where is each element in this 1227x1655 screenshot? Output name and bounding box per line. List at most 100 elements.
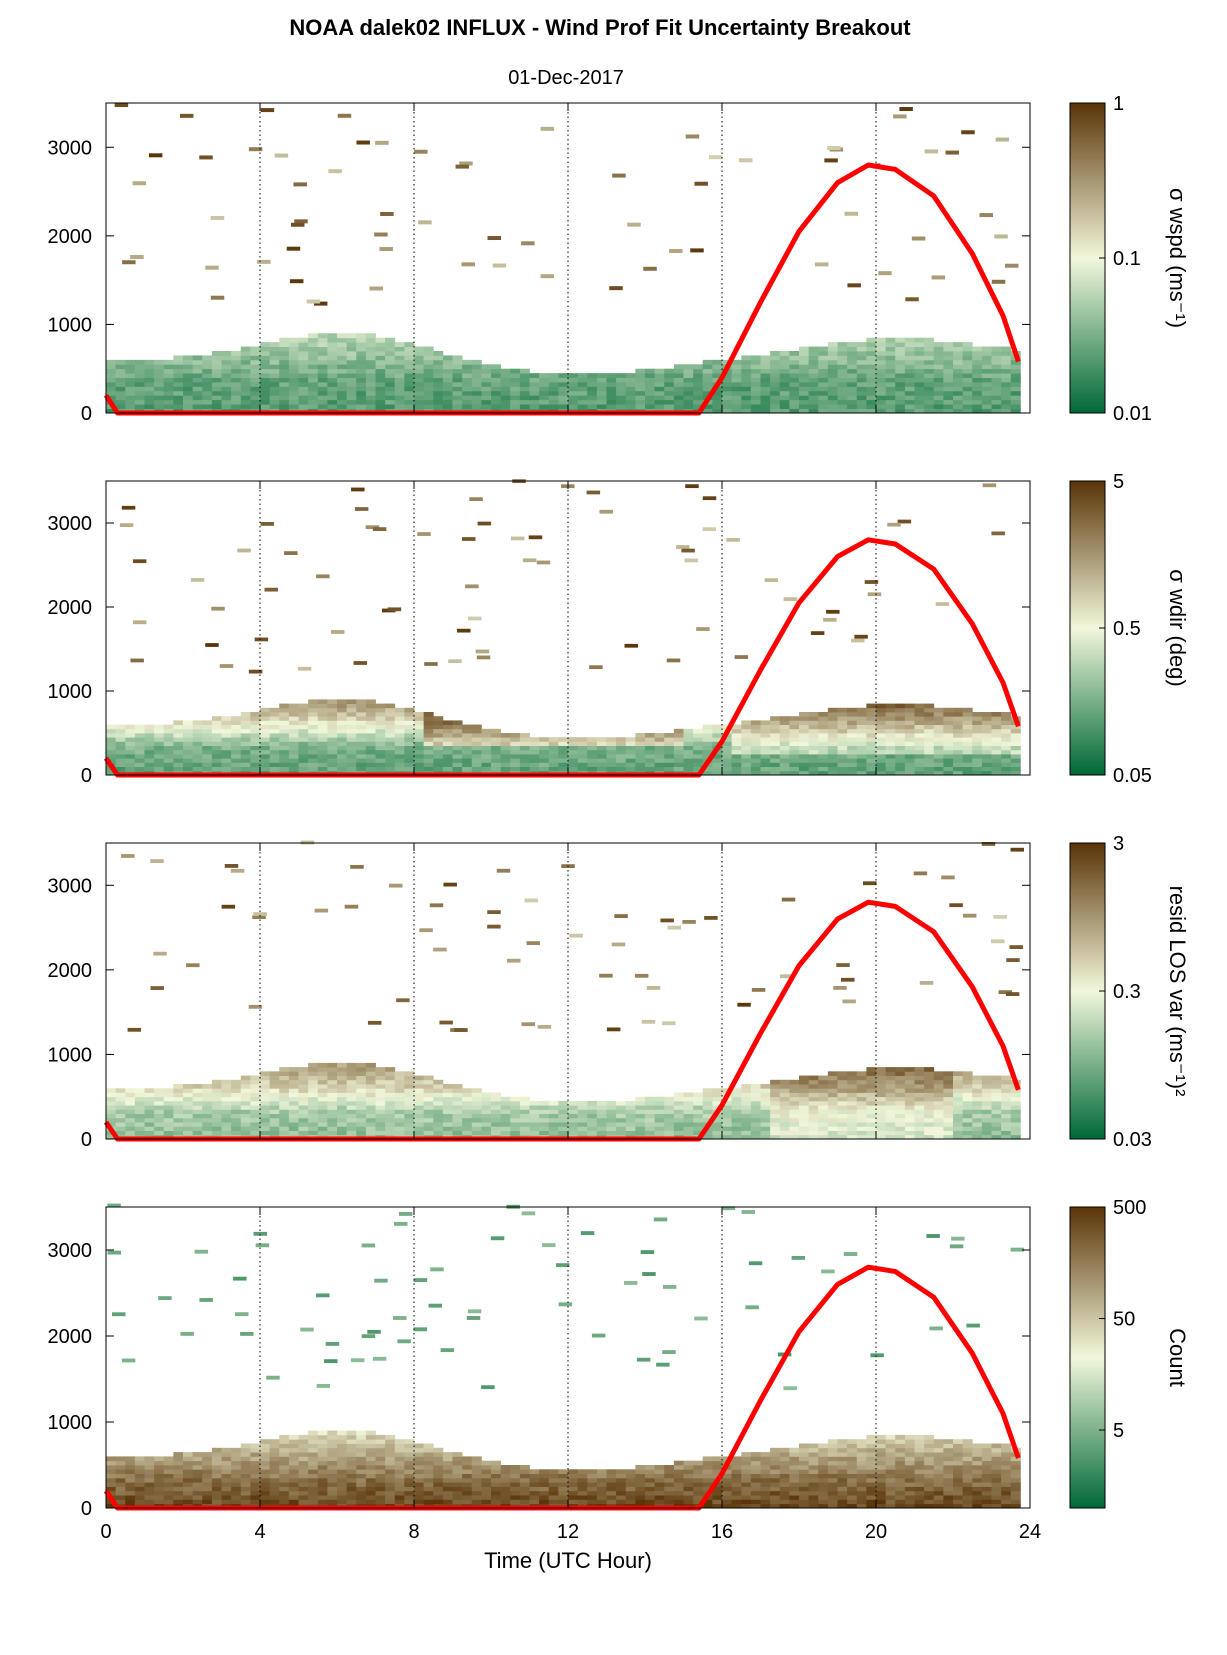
heatmap-cell xyxy=(634,973,649,978)
heatmap-cell xyxy=(308,745,319,751)
heatmap-cell xyxy=(288,364,299,370)
heatmap-cell xyxy=(953,395,964,401)
heatmap-cell xyxy=(577,386,588,392)
heatmap-cell xyxy=(606,1126,617,1131)
heatmap-cell xyxy=(288,707,299,713)
heatmap-cell xyxy=(288,346,299,352)
heatmap-cell xyxy=(876,386,887,392)
heatmap-cell xyxy=(510,1473,521,1479)
heatmap-cell xyxy=(760,741,771,746)
heatmap-cell xyxy=(211,1079,222,1085)
heatmap-cell xyxy=(125,1096,136,1102)
heatmap-cell xyxy=(356,1067,367,1072)
heatmap-cell xyxy=(808,712,819,717)
heatmap-cell xyxy=(760,395,771,401)
heatmap-cell xyxy=(365,1439,376,1444)
heatmap-cell xyxy=(365,342,376,347)
heatmap-cell xyxy=(548,395,559,401)
heatmap-cell xyxy=(1001,745,1012,751)
heatmap-cell xyxy=(702,1113,713,1119)
heatmap-cell xyxy=(981,737,992,742)
heatmap-cell xyxy=(231,1465,242,1470)
heatmap-cell xyxy=(465,584,479,589)
heatmap-cell xyxy=(539,1482,550,1487)
heatmap-cell xyxy=(442,720,453,725)
heatmap-cell xyxy=(914,716,925,721)
heatmap-cell xyxy=(337,333,348,339)
heatmap-cell xyxy=(327,728,338,734)
heatmap-cell xyxy=(548,1482,559,1487)
heatmap-cell xyxy=(568,1495,579,1500)
heatmap-cell xyxy=(904,1067,915,1072)
heatmap-cell xyxy=(404,1447,415,1453)
heatmap-cell xyxy=(702,364,713,370)
heatmap-cell xyxy=(337,368,348,374)
heatmap-cell xyxy=(587,1105,598,1110)
heatmap-cell xyxy=(827,364,838,370)
heatmap-cell xyxy=(596,1105,607,1110)
heatmap-cell xyxy=(115,1456,126,1462)
heatmap-cell xyxy=(539,1109,550,1115)
heatmap-cell xyxy=(192,386,203,392)
heatmap-cell xyxy=(221,754,232,759)
heatmap-cell xyxy=(423,368,434,374)
heatmap-cell xyxy=(134,737,145,742)
heatmap-cell xyxy=(856,1113,867,1119)
heatmap-cell xyxy=(231,1469,242,1474)
heatmap-cell xyxy=(799,382,810,387)
heatmap-cell xyxy=(394,1439,405,1444)
heatmap-cell xyxy=(346,1469,357,1474)
heatmap-cell xyxy=(269,766,280,772)
heatmap-cell xyxy=(981,351,992,356)
heatmap-cell xyxy=(943,754,954,759)
heatmap-cell xyxy=(433,741,444,746)
heatmap-cell xyxy=(279,707,290,713)
heatmap-cell xyxy=(596,404,607,409)
heatmap-cell xyxy=(346,1122,357,1127)
heatmap-cell xyxy=(962,390,973,396)
heatmap-cell xyxy=(365,368,376,374)
heatmap-cell xyxy=(876,737,887,742)
heatmap-cell xyxy=(298,1439,309,1444)
heatmap-cell xyxy=(953,707,964,713)
heatmap-cell xyxy=(760,1113,771,1119)
heatmap-cell xyxy=(211,1495,222,1500)
heatmap-cell xyxy=(654,733,665,738)
heatmap-cell xyxy=(924,741,935,746)
heatmap-cell xyxy=(250,1079,261,1085)
heatmap-cell xyxy=(317,399,328,405)
heatmap-cell xyxy=(317,337,328,343)
heatmap-cell xyxy=(240,1486,251,1492)
heatmap-cell xyxy=(866,754,877,759)
heatmap-cell xyxy=(569,933,583,938)
heatmap-cell xyxy=(250,1096,261,1102)
heatmap-cell xyxy=(625,762,636,767)
heatmap-cell xyxy=(240,762,251,767)
heatmap-cell xyxy=(365,346,376,352)
heatmap-cell xyxy=(673,766,684,772)
heatmap-cell xyxy=(313,301,328,306)
heatmap-cell xyxy=(837,1075,848,1081)
heatmap-cell xyxy=(943,712,954,717)
heatmap-cell xyxy=(933,733,944,738)
heatmap-cell xyxy=(760,1126,771,1131)
heatmap-cell xyxy=(481,1473,492,1479)
heatmap-cell xyxy=(346,1062,357,1068)
heatmap-cell xyxy=(240,749,251,755)
heatmap-cell xyxy=(953,712,964,717)
heatmap-cell xyxy=(635,386,646,392)
heatmap-cell xyxy=(885,355,896,361)
heatmap-cell xyxy=(298,1495,309,1500)
heatmap-cell xyxy=(337,1117,348,1123)
heatmap-cell xyxy=(394,1092,405,1098)
heatmap-cell xyxy=(346,1100,357,1106)
heatmap-cell xyxy=(741,728,752,734)
heatmap-cell xyxy=(385,1452,396,1457)
heatmap-cell xyxy=(799,745,810,751)
heatmap-cell xyxy=(385,368,396,374)
heatmap-cell xyxy=(750,404,761,409)
heatmap-cell xyxy=(481,1482,492,1487)
heatmap-cell xyxy=(127,1027,142,1032)
heatmap-cell xyxy=(856,1130,867,1136)
